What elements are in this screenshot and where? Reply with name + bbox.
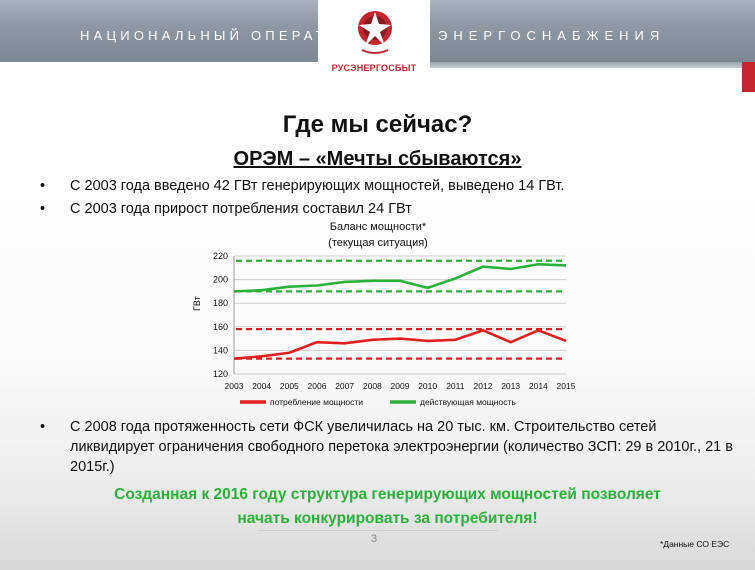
chart-reference-lines — [236, 259, 566, 360]
y-tick-label: 220 — [213, 251, 228, 261]
slide-background — [0, 92, 755, 570]
conclusion-line-2: начать конкурировать за потребителя! — [237, 510, 538, 527]
chart-grid — [233, 255, 566, 375]
x-tick-label: 2004 — [252, 381, 271, 391]
chart-x-ticks: 2003 2004 2005 2006 2007 2008 2009 2010 2011 2012… — [225, 381, 576, 391]
x-tick-label: 2013 — [501, 381, 520, 391]
bullet-dot: • — [40, 419, 46, 435]
x-tick-label: 2003 — [225, 381, 244, 391]
legend-label: действующая мощность — [420, 397, 516, 407]
bullet-dot: • — [40, 178, 46, 194]
logo: РУСЭНЕРГОСБЫТ — [318, 0, 430, 90]
x-tick-label: 2015 — [557, 381, 576, 391]
x-tick-label: 2011 — [446, 381, 465, 391]
legend-label: потребление мощности — [270, 397, 363, 407]
conclusion-text: Созданная к 2016 году структура генериру… — [0, 483, 755, 531]
chart-title: Баланс мощности* — [329, 221, 427, 233]
x-tick-label: 2007 — [335, 381, 354, 391]
x-tick-label: 2010 — [418, 381, 437, 391]
x-tick-label: 2009 — [391, 381, 410, 391]
footnote: *Данные СО ЕЭС — [660, 539, 730, 549]
chart-title-block: Баланс мощности* (текущая ситуация) — [258, 219, 498, 251]
slide-title: Где мы сейчас? — [282, 111, 473, 138]
header-left-text: НАЦИОНАЛЬНЫЙ ОПЕРАТОР — [80, 28, 355, 43]
logo-text: РУСЭНЕРГОСБЫТ — [331, 63, 417, 73]
bullet-dot: • — [40, 201, 46, 217]
chart-subtitle: (текущая ситуация) — [328, 237, 428, 249]
page-divider — [258, 530, 498, 531]
series-line — [233, 262, 567, 293]
header-strip — [430, 62, 755, 68]
star-logo-icon — [358, 11, 392, 54]
y-tick-label: 160 — [213, 322, 228, 332]
header-right-text: ЭНЕРГОСНАБЖЕНИЯ — [438, 28, 666, 43]
red-accent-tab — [742, 62, 755, 92]
slide-subtitle-text: ОРЭМ – «Мечты сбываются» — [233, 148, 522, 170]
y-tick-label: 200 — [213, 275, 228, 285]
y-tick-label: 180 — [213, 298, 228, 308]
series-line — [233, 329, 567, 360]
x-tick-label: 2005 — [280, 381, 299, 391]
y-tick-label: 120 — [213, 369, 228, 379]
x-tick-label: 2012 — [474, 381, 493, 391]
x-tick-label: 2014 — [529, 381, 548, 391]
slide-subtitle: ОРЭМ – «Мечты сбываются» — [0, 148, 755, 171]
bullet-text: С 2003 года введено 42 ГВт генерирующих … — [70, 178, 565, 194]
chart-y-ticks: 120 140 160 180 200 220 — [213, 251, 228, 379]
chart-legend: потребление мощности действующая мощность — [240, 397, 516, 407]
x-tick-label: 2008 — [363, 381, 382, 391]
bullet-text: С 2003 года прирост потребления составил… — [70, 201, 412, 217]
y-tick-label: 140 — [213, 345, 228, 355]
page-number: 3 — [371, 533, 378, 545]
conclusion-line-1: Созданная к 2016 году структура генериру… — [114, 486, 661, 503]
bullet-text: С 2008 года протяженность сети ФСК увели… — [70, 419, 733, 475]
x-tick-label: 2006 — [308, 381, 327, 391]
chart-series — [233, 262, 567, 360]
